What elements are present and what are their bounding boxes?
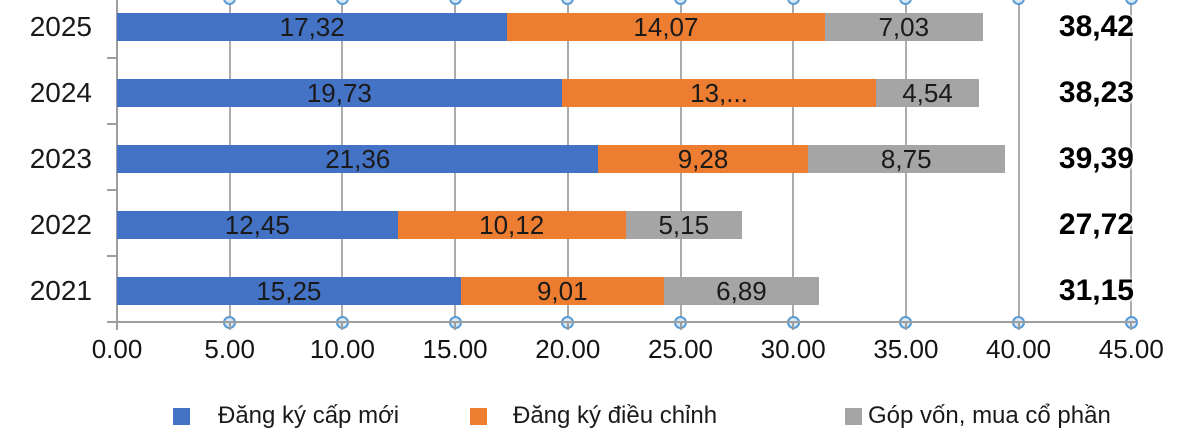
year-label: 2025 (29, 11, 92, 42)
bar-value-label: 14,07 (633, 12, 699, 42)
total-label: 38,23 (1058, 76, 1134, 109)
bar-segment[interactable]: 19,73 (117, 79, 562, 107)
legend-item[interactable]: Đăng ký cấp mới (173, 402, 400, 429)
year-label: 2022 (29, 209, 92, 240)
x-axis-tick (904, 322, 907, 330)
x-axis-tick (792, 322, 795, 330)
bar-value-label: 6,89 (716, 276, 767, 306)
x-axis-tick (228, 322, 231, 330)
x-axis (107, 321, 1136, 323)
bar-value-label: 19,73 (306, 78, 372, 108)
x-axis-tick (116, 322, 118, 330)
bar-value-label: 9,28 (677, 144, 729, 174)
legend-label: Đăng ký điều chỉnh (513, 402, 718, 429)
total-label: 27,72 (1058, 208, 1134, 241)
x-axis-tick (341, 322, 344, 330)
bar-segment[interactable]: 7,03 (824, 12, 983, 42)
bar-segment[interactable]: 17,32 (117, 12, 508, 42)
bar-value-label: 12,45 (224, 210, 290, 240)
bar-segment[interactable]: 12,45 (117, 211, 398, 239)
x-tick-label: 5.00 (204, 334, 255, 364)
x-tick-label: 10.00 (309, 334, 375, 364)
bar-value-label: 21,36 (325, 144, 391, 174)
legend-item[interactable]: Góp vốn, mua cổ phần (845, 402, 1111, 429)
bar-segment[interactable]: 4,54 (876, 78, 979, 108)
bar-segment[interactable]: 14,07 (507, 12, 825, 42)
gridline (1130, 0, 1133, 322)
year-label: 2021 (29, 275, 92, 306)
bar-value-label: 17,32 (279, 12, 345, 42)
total-label: 31,15 (1058, 274, 1134, 307)
bar-value-label: 9,01 (536, 276, 588, 306)
gridline-handle-icon (448, 0, 462, 5)
year-label: 2023 (29, 143, 92, 174)
bar-value-label: 13,... (690, 78, 748, 108)
x-tick-label: 45.00 (1098, 334, 1164, 364)
bar-segment[interactable]: 10,12 (397, 210, 626, 240)
bar-segment[interactable]: 6,89 (663, 276, 820, 306)
total-label: 38,42 (1058, 10, 1134, 43)
legend-item[interactable]: Đăng ký điều chỉnh (470, 402, 718, 429)
bar-segment[interactable]: 13,... (561, 78, 877, 108)
bar-segment[interactable]: 5,15 (625, 210, 742, 240)
x-tick-label: 30.00 (760, 334, 826, 364)
legend-label: Đăng ký cấp mới (218, 402, 400, 429)
x-tick-label: 15.00 (422, 334, 488, 364)
gridline (1017, 0, 1020, 322)
bar-value-label: 4,54 (902, 78, 953, 108)
bar-segment[interactable]: 8,75 (807, 144, 1005, 174)
bar-segment[interactable]: 9,28 (598, 144, 808, 174)
legend-swatch-icon (845, 407, 862, 425)
bar-value-label: 10,12 (479, 210, 545, 240)
x-tick-label: 40.00 (986, 334, 1052, 364)
total-label: 39,39 (1058, 142, 1134, 175)
year-label: 2024 (29, 77, 92, 108)
legend-label: Góp vốn, mua cổ phần (868, 402, 1111, 429)
legend-swatch-icon (173, 407, 190, 425)
bar-segment[interactable]: 15,25 (117, 277, 461, 305)
y-axis-tick (107, 189, 117, 191)
bar-value-label: 15,25 (256, 276, 322, 306)
legend-swatch-icon (470, 407, 487, 425)
x-tick-label: 0.00 (91, 334, 143, 364)
x-tick-label: 20.00 (535, 334, 601, 364)
x-axis-tick (454, 322, 457, 330)
x-axis-tick (1130, 322, 1133, 330)
bar-segment[interactable]: 9,01 (460, 276, 664, 306)
bar-segment[interactable]: 21,36 (117, 144, 599, 174)
x-axis-tick (566, 322, 569, 330)
bar-value-label: 5,15 (658, 210, 710, 240)
x-tick-label: 25.00 (647, 334, 714, 364)
y-axis-tick (107, 255, 117, 257)
bar-value-label: 8,75 (880, 144, 932, 174)
y-axis-tick (107, 123, 117, 125)
y-axis-tick (107, 57, 117, 59)
bar-value-label: 7,03 (878, 12, 930, 42)
x-axis-tick (679, 322, 682, 330)
x-tick-label: 35.00 (873, 334, 939, 364)
x-axis-tick (1017, 322, 1020, 330)
